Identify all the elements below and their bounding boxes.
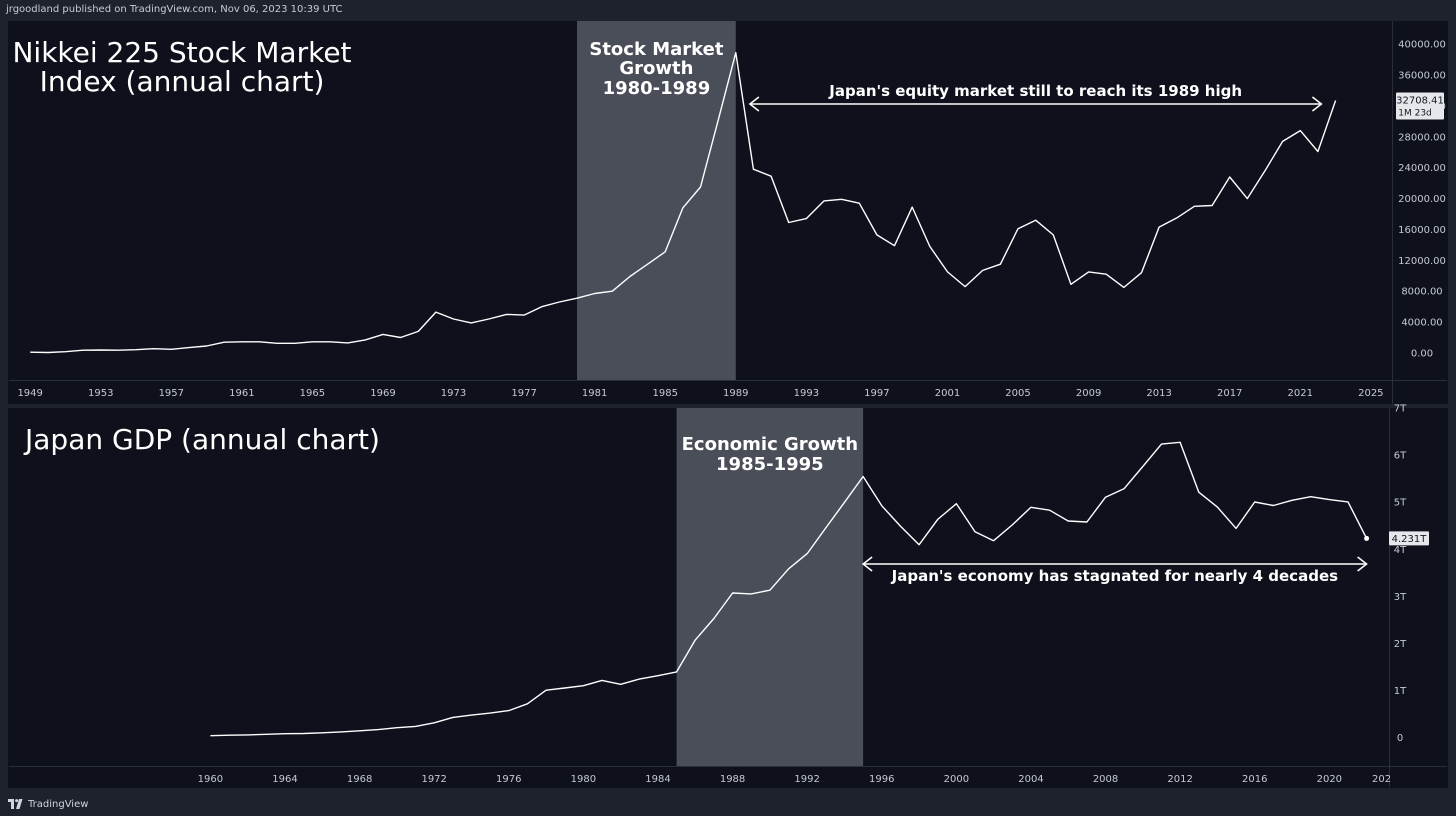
nikkei-x-tick-label: 1997 bbox=[864, 388, 889, 399]
nikkei-y-tick-label: 24000.00 bbox=[1398, 163, 1446, 174]
nikkei-price-label-bg bbox=[1396, 92, 1444, 120]
nikkei-price-label-value: 32708.41 bbox=[1396, 95, 1444, 106]
nikkei-x-tick-label: 2013 bbox=[1146, 388, 1171, 399]
nikkei-x-tick-label: 1977 bbox=[511, 388, 536, 399]
gdp-series-line bbox=[210, 441, 1368, 737]
nikkei-x-tick-label: 1973 bbox=[441, 388, 466, 399]
footer-brand: TradingView bbox=[28, 798, 89, 810]
nikkei-x-tick-label: 1985 bbox=[652, 388, 677, 399]
gdp-x-tick-label: 1960 bbox=[198, 774, 223, 785]
nikkei-annotation-text: Japan's equity market still to reach its… bbox=[828, 82, 1242, 100]
nikkei-arrow-head-left bbox=[748, 96, 760, 112]
nikkei-y-tick-label: 8000.00 bbox=[1401, 287, 1442, 298]
nikkei-y-tick-label: 4000.00 bbox=[1401, 318, 1442, 329]
gdp-x-tick-label: 1964 bbox=[272, 774, 297, 785]
gdp-x-tick-label: 1972 bbox=[421, 774, 446, 785]
gdp-band-label: 1985-1995 bbox=[716, 454, 824, 475]
nikkei-chart-title: Index (annual chart) bbox=[40, 65, 325, 98]
nikkei-highlight-band bbox=[577, 21, 736, 380]
tradingview-logo-icon bbox=[8, 799, 23, 809]
gdp-x-tick-label: 1992 bbox=[794, 774, 819, 785]
gdp-x-tick-label: 1984 bbox=[645, 774, 670, 785]
nikkei-x-tick-label: 1989 bbox=[723, 388, 748, 399]
gdp-y-tick-label: 1T bbox=[1394, 686, 1407, 697]
gdp-price-label-value: 4.231T bbox=[1392, 534, 1428, 545]
gdp-x-tick-label: 202 bbox=[1372, 774, 1391, 785]
nikkei-x-tick-label: 2001 bbox=[935, 388, 960, 399]
gdp-x-tick-label: 1980 bbox=[571, 774, 596, 785]
nikkei-y-tick-label: 28000.00 bbox=[1398, 132, 1446, 143]
nikkei-x-tick-label: 1993 bbox=[794, 388, 819, 399]
nikkei-x-tick-label: 2017 bbox=[1217, 388, 1242, 399]
nikkei-x-tick-label: 1961 bbox=[229, 388, 254, 399]
gdp-x-tick-label: 2008 bbox=[1093, 774, 1118, 785]
footer: TradingView bbox=[8, 796, 88, 812]
gdp-annotation-text: Japan's economy has stagnated for nearly… bbox=[891, 567, 1338, 585]
gdp-y-tick-label: 2T bbox=[1394, 639, 1407, 650]
gdp-x-tick-label: 1996 bbox=[869, 774, 894, 785]
gdp-y-tick-label: 7T bbox=[1394, 404, 1407, 415]
gdp-y-tick-label: 6T bbox=[1394, 451, 1407, 462]
nikkei-band-label: Stock Market bbox=[589, 39, 723, 60]
nikkei-y-tick-label: 12000.00 bbox=[1398, 256, 1446, 267]
gdp-chart-title: Japan GDP (annual chart) bbox=[23, 423, 380, 456]
nikkei-y-tick-label: 40000.00 bbox=[1398, 40, 1446, 51]
nikkei-y-tick-label: 0.00 bbox=[1411, 348, 1433, 359]
nikkei-x-tick-label: 2025 bbox=[1358, 388, 1383, 399]
nikkei-x-tick-label: 1957 bbox=[159, 388, 184, 399]
gdp-x-tick-label: 2016 bbox=[1242, 774, 1267, 785]
nikkei-chart-title: Nikkei 225 Stock Market bbox=[12, 36, 351, 69]
nikkei-band-label: 1980-1989 bbox=[603, 78, 711, 99]
nikkei-x-tick-label: 1981 bbox=[582, 388, 607, 399]
nikkei-x-tick-label: 1949 bbox=[17, 388, 42, 399]
gdp-x-tick-label: 2000 bbox=[944, 774, 969, 785]
gdp-last-point bbox=[1364, 535, 1370, 541]
gdp-arrow-head-left bbox=[861, 556, 873, 572]
nikkei-price-label-sub: 1M 23d bbox=[1398, 108, 1432, 118]
nikkei-x-tick-label: 1969 bbox=[370, 388, 395, 399]
gdp-x-tick-label: 1988 bbox=[720, 774, 745, 785]
gdp-y-tick-label: 3T bbox=[1394, 592, 1407, 603]
nikkei-x-tick-label: 1965 bbox=[300, 388, 325, 399]
gdp-arrow-head-right bbox=[1357, 556, 1368, 572]
nikkei-x-tick-label: 2005 bbox=[1005, 388, 1030, 399]
nikkei-arrow-head-right bbox=[1311, 96, 1323, 112]
nikkei-band-label: Growth bbox=[619, 58, 693, 79]
nikkei-x-tick-label: 1953 bbox=[88, 388, 113, 399]
nikkei-y-tick-label: 16000.00 bbox=[1398, 225, 1446, 236]
nikkei-x-tick-label: 2009 bbox=[1076, 388, 1101, 399]
gdp-x-tick-label: 1976 bbox=[496, 774, 521, 785]
nikkei-y-tick-label: 20000.00 bbox=[1398, 194, 1446, 205]
gdp-price-label-bg bbox=[1389, 531, 1429, 546]
gdp-x-tick-label: 2004 bbox=[1018, 774, 1043, 785]
gdp-y-tick-label: 0 bbox=[1397, 733, 1403, 744]
nikkei-series-line bbox=[30, 52, 1337, 354]
nikkei-y-tick-label: 36000.00 bbox=[1398, 71, 1446, 82]
gdp-band-label: Economic Growth bbox=[682, 434, 858, 455]
gdp-highlight-band bbox=[676, 408, 864, 766]
gdp-x-tick-label: 2020 bbox=[1317, 774, 1342, 785]
gdp-x-tick-label: 1968 bbox=[347, 774, 372, 785]
gdp-y-tick-label: 5T bbox=[1394, 498, 1407, 509]
gdp-y-tick-label: 4T bbox=[1394, 545, 1407, 556]
publish-line: jrgoodland published on TradingView.com,… bbox=[6, 4, 343, 15]
gdp-x-tick-label: 2012 bbox=[1167, 774, 1192, 785]
nikkei-x-tick-label: 2021 bbox=[1288, 388, 1313, 399]
